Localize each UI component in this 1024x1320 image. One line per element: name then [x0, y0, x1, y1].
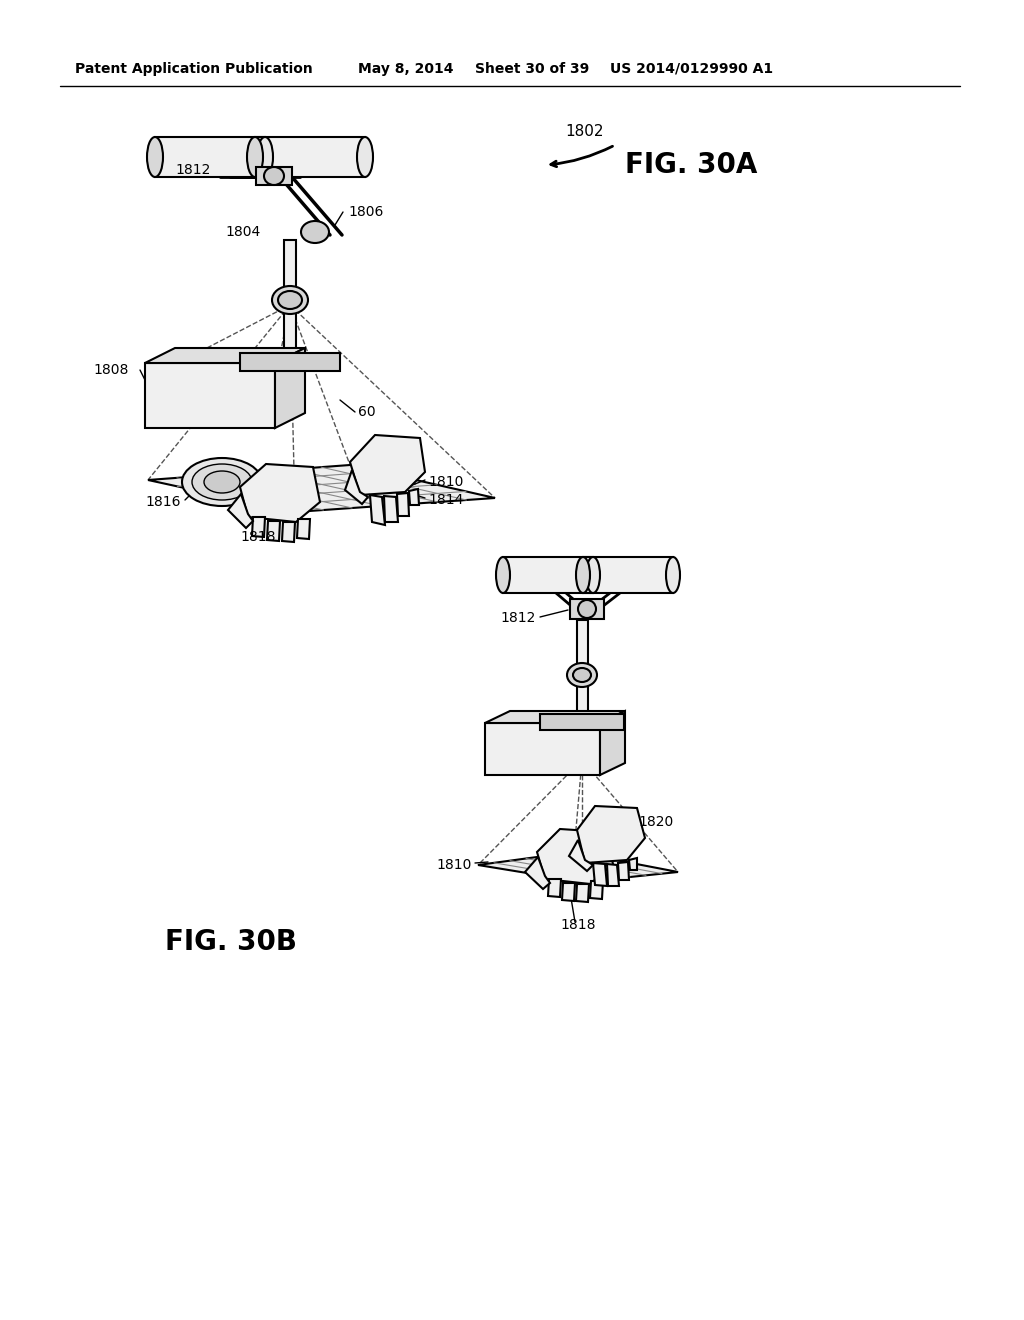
Polygon shape	[397, 492, 409, 516]
Ellipse shape	[301, 220, 329, 243]
Polygon shape	[607, 865, 618, 886]
Polygon shape	[267, 521, 280, 541]
Polygon shape	[145, 348, 305, 363]
Polygon shape	[600, 711, 625, 775]
Bar	[256, 168, 292, 185]
Polygon shape	[485, 711, 625, 723]
Bar	[583, 557, 673, 593]
Bar	[284, 240, 296, 405]
Polygon shape	[548, 879, 561, 898]
Ellipse shape	[264, 168, 284, 185]
Polygon shape	[345, 470, 368, 504]
Text: 1802: 1802	[565, 124, 603, 140]
Polygon shape	[478, 851, 678, 882]
Ellipse shape	[666, 557, 680, 593]
Ellipse shape	[147, 137, 163, 177]
Bar	[586, 568, 590, 582]
Ellipse shape	[193, 465, 252, 500]
Text: US 2014/0129990 A1: US 2014/0129990 A1	[610, 62, 773, 75]
Polygon shape	[148, 465, 495, 512]
Text: 1814: 1814	[428, 492, 464, 507]
Text: 1812: 1812	[175, 162, 210, 177]
Ellipse shape	[204, 471, 240, 492]
Polygon shape	[275, 348, 305, 428]
Polygon shape	[297, 519, 310, 539]
Text: Patent Application Publication: Patent Application Publication	[75, 62, 312, 75]
Text: 1812: 1812	[500, 611, 536, 624]
Polygon shape	[240, 465, 319, 521]
Ellipse shape	[182, 458, 262, 506]
Bar	[503, 557, 593, 593]
Ellipse shape	[586, 557, 600, 593]
Ellipse shape	[257, 137, 273, 177]
Bar	[240, 352, 340, 371]
Ellipse shape	[496, 557, 510, 593]
Polygon shape	[537, 829, 613, 884]
Text: Sheet 30 of 39: Sheet 30 of 39	[475, 62, 589, 75]
Text: 1810: 1810	[428, 475, 464, 488]
Text: 1818: 1818	[560, 917, 596, 932]
Polygon shape	[618, 862, 629, 880]
Ellipse shape	[578, 601, 596, 618]
Text: 1808: 1808	[93, 363, 128, 378]
Text: May 8, 2014: May 8, 2014	[358, 62, 454, 75]
Polygon shape	[590, 880, 603, 899]
Polygon shape	[577, 807, 645, 863]
Bar	[577, 620, 588, 760]
Bar	[540, 714, 624, 730]
Text: 1806: 1806	[348, 205, 383, 219]
Ellipse shape	[567, 663, 597, 686]
Text: 1810: 1810	[436, 858, 471, 873]
Polygon shape	[593, 863, 607, 886]
Bar	[255, 137, 365, 177]
Polygon shape	[525, 857, 550, 888]
Bar	[145, 363, 275, 428]
Text: FIG. 30A: FIG. 30A	[625, 150, 758, 180]
Bar	[485, 723, 600, 775]
Text: 1816: 1816	[145, 495, 180, 510]
Polygon shape	[409, 488, 419, 506]
Polygon shape	[282, 521, 295, 543]
Polygon shape	[569, 840, 593, 871]
Text: 1804: 1804	[225, 224, 260, 239]
Text: FIG. 30B: FIG. 30B	[165, 928, 297, 956]
Polygon shape	[228, 494, 253, 528]
Ellipse shape	[278, 290, 302, 309]
Polygon shape	[252, 517, 265, 537]
Ellipse shape	[357, 137, 373, 177]
Bar	[570, 599, 604, 619]
Text: 60: 60	[358, 405, 376, 418]
Text: 1820: 1820	[638, 814, 673, 829]
Ellipse shape	[247, 137, 263, 177]
Polygon shape	[575, 884, 589, 902]
Polygon shape	[562, 883, 575, 902]
Ellipse shape	[575, 557, 590, 593]
Polygon shape	[350, 436, 425, 495]
Ellipse shape	[573, 668, 591, 682]
Polygon shape	[629, 858, 637, 870]
Bar	[155, 137, 265, 177]
Ellipse shape	[272, 286, 308, 314]
Polygon shape	[384, 496, 398, 521]
Polygon shape	[370, 495, 385, 525]
Text: 1818: 1818	[240, 531, 275, 544]
